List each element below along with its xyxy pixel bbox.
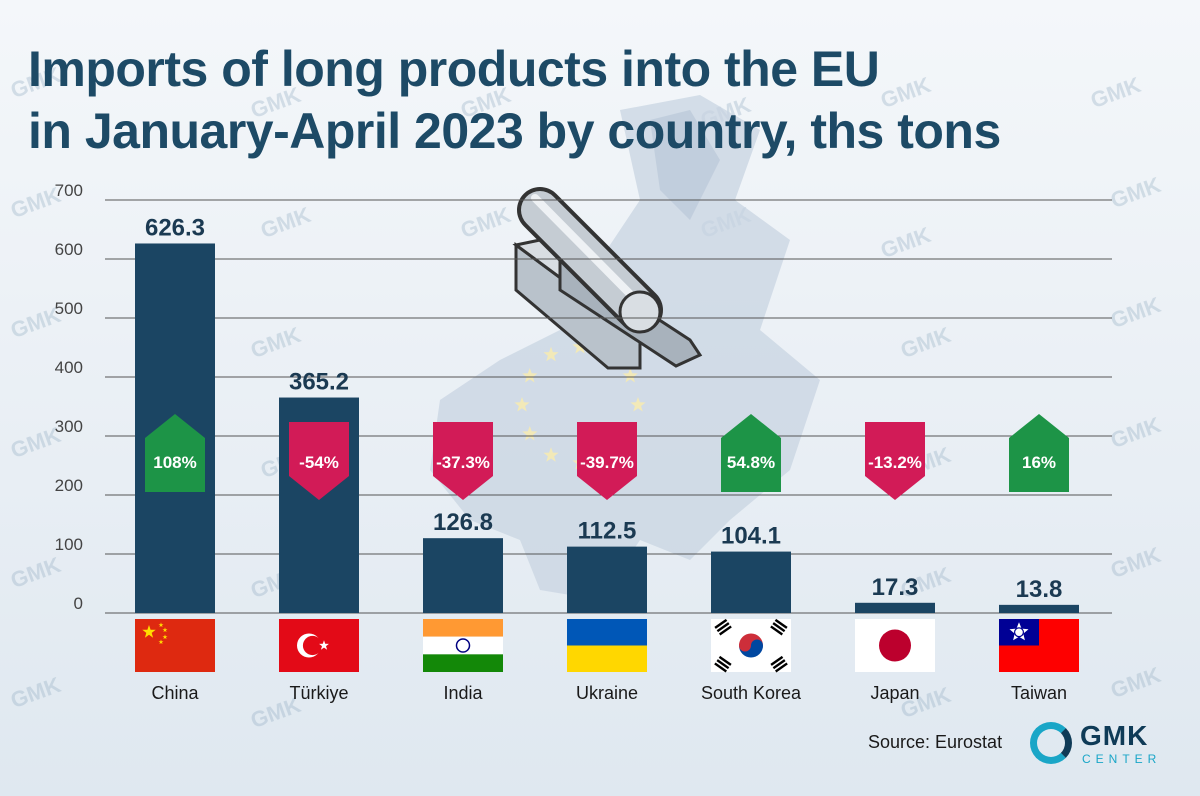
eu-star bbox=[522, 368, 538, 383]
logo-text: GMK bbox=[1080, 720, 1149, 751]
decrease-badge: -13.2% bbox=[865, 422, 925, 500]
y-tick-label: 700 bbox=[55, 181, 83, 200]
taiwan-flag-icon bbox=[999, 619, 1079, 672]
turkey-flag-icon bbox=[279, 619, 359, 672]
value-label: 626.3 bbox=[145, 214, 205, 241]
change-label: -13.2% bbox=[868, 453, 922, 472]
value-label: 104.1 bbox=[721, 523, 781, 550]
value-label: 126.8 bbox=[433, 509, 493, 536]
y-tick-label: 0 bbox=[74, 594, 83, 613]
y-axis-ticks: 0 100 200 300 400 500 600 700 bbox=[55, 181, 83, 613]
india-flag-icon bbox=[423, 619, 503, 672]
y-tick-label: 600 bbox=[55, 240, 83, 259]
chart-bars bbox=[135, 243, 1079, 613]
change-label: -39.7% bbox=[580, 453, 634, 472]
y-tick-label: 100 bbox=[55, 535, 83, 554]
y-tick-label: 200 bbox=[55, 476, 83, 495]
eu-star bbox=[572, 339, 588, 354]
change-label: 16% bbox=[1022, 453, 1056, 472]
y-tick-label: 500 bbox=[55, 299, 83, 318]
bar bbox=[567, 546, 647, 613]
decrease-badge: -54% bbox=[289, 422, 349, 500]
country-label: Ukraine bbox=[576, 683, 638, 703]
increase-badge: 54.8% bbox=[721, 414, 781, 492]
increase-badge: 108% bbox=[145, 414, 205, 492]
country-label: South Korea bbox=[701, 683, 802, 703]
steel-long-products-icon bbox=[512, 187, 703, 370]
gmk-logo: GMK CENTER bbox=[1030, 720, 1180, 770]
gmk-ring-icon bbox=[1030, 722, 1072, 764]
country-label: India bbox=[443, 683, 483, 703]
bar bbox=[423, 538, 503, 613]
title-line-1: Imports of long products into the EU bbox=[28, 41, 880, 97]
change-label: -37.3% bbox=[436, 453, 490, 472]
south-korea-flag-icon bbox=[711, 618, 791, 673]
eu-star bbox=[543, 447, 559, 462]
value-label: 13.8 bbox=[1016, 576, 1063, 603]
china-flag-icon bbox=[135, 619, 215, 672]
value-label: 365.2 bbox=[289, 369, 349, 396]
country-label: China bbox=[151, 683, 199, 703]
ukraine-flag-icon bbox=[567, 619, 647, 672]
eu-star bbox=[543, 346, 559, 362]
country-flags bbox=[135, 618, 1079, 673]
bar bbox=[711, 551, 791, 613]
change-badges: 108% -54% -37.3% -39.7% 54.8% -13.2% 16% bbox=[145, 414, 1069, 500]
y-tick-label: 300 bbox=[55, 417, 83, 436]
decrease-badge: -39.7% bbox=[577, 422, 637, 500]
logo-subtext: CENTER bbox=[1082, 752, 1162, 766]
country-label: Taiwan bbox=[1011, 683, 1067, 703]
title-line-2: in January-April 2023 by country, ths to… bbox=[28, 103, 1001, 159]
value-label: 112.5 bbox=[578, 518, 637, 545]
change-label: 108% bbox=[153, 453, 196, 472]
country-labels: China Türkiye India Ukraine South Korea Japan… bbox=[151, 683, 1067, 703]
value-label: 17.3 bbox=[872, 574, 919, 601]
eu-star bbox=[622, 368, 638, 383]
bar bbox=[855, 602, 935, 613]
change-label: -54% bbox=[299, 453, 339, 472]
bar bbox=[999, 604, 1079, 613]
japan-flag-icon bbox=[855, 619, 935, 672]
country-label: Türkiye bbox=[289, 683, 348, 703]
change-label: 54.8% bbox=[727, 453, 775, 472]
eu-star bbox=[514, 397, 530, 412]
country-label: Japan bbox=[870, 683, 919, 703]
value-labels: 626.3 365.2 126.8 112.5 104.1 17.3 13.8 bbox=[145, 214, 1062, 602]
source-note: Source: Eurostat bbox=[868, 732, 1003, 752]
y-tick-label: 400 bbox=[55, 358, 83, 377]
eu-star bbox=[522, 426, 538, 441]
eu-star bbox=[630, 397, 646, 412]
increase-badge: 16% bbox=[1009, 414, 1069, 492]
decrease-badge: -37.3% bbox=[433, 422, 493, 500]
chart-title: Imports of long products into the EU in … bbox=[28, 38, 1178, 162]
